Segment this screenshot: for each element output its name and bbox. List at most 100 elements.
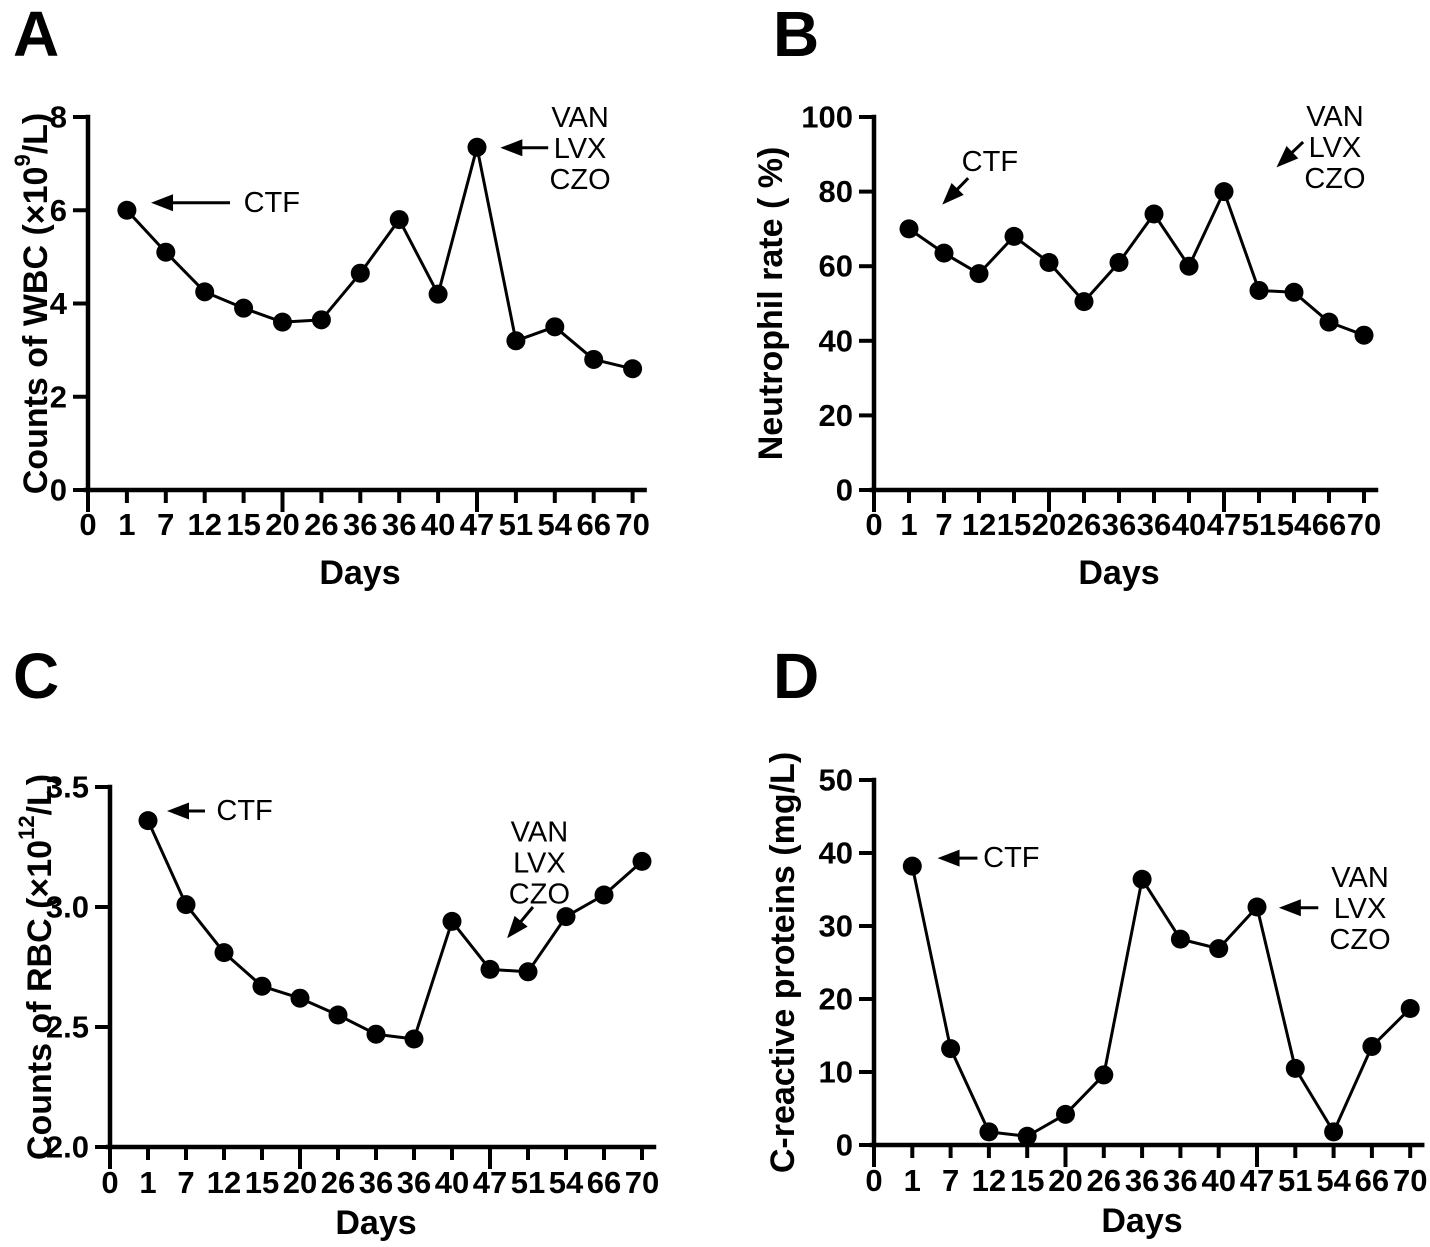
x-tick-label: 36 xyxy=(1137,507,1171,542)
data-point xyxy=(1249,280,1269,300)
x-tick-label: 15 xyxy=(1010,1163,1044,1198)
data-point xyxy=(556,907,576,927)
x-tick-label: 0 xyxy=(101,1165,118,1200)
annotation-ctf-label: CTF xyxy=(244,187,300,219)
annotation-van-lvx-czo-label: LVX xyxy=(1309,132,1362,164)
data-point xyxy=(1285,1058,1305,1078)
data-point xyxy=(252,976,272,996)
annotation-van-lvx-czo-label: LVX xyxy=(513,848,566,880)
data-point xyxy=(506,331,526,351)
data-point xyxy=(941,1039,961,1059)
y-axis-title: Counts of WBC (×109/L) xyxy=(10,113,56,495)
x-tick-label: 66 xyxy=(1355,1163,1389,1198)
x-tick-label: 36 xyxy=(1102,507,1136,542)
x-tick-label: 7 xyxy=(157,507,174,542)
data-point xyxy=(1214,182,1234,202)
data-point xyxy=(594,885,614,905)
x-axis-title: Days xyxy=(1101,1202,1182,1240)
x-tick-label: 40 xyxy=(1172,507,1206,542)
data-point xyxy=(117,200,137,220)
data-point xyxy=(1354,325,1374,345)
y-axis-title: C-reactive proteins (mg/L) xyxy=(764,752,802,1173)
y-tick-label: 100 xyxy=(801,100,853,135)
data-point xyxy=(934,243,954,263)
x-tick-label: 70 xyxy=(1347,507,1381,542)
x-axis-title: Days xyxy=(319,554,400,592)
x-tick-label: 12 xyxy=(207,1165,241,1200)
data-line xyxy=(146,819,643,1041)
annotation-van-lvx-czo-label: CZO xyxy=(549,164,610,196)
y-tick-label: 60 xyxy=(819,249,853,284)
data-point xyxy=(1144,204,1164,224)
y-tick-label: 0 xyxy=(836,473,853,508)
x-tick-label: 47 xyxy=(473,1165,507,1200)
data-point xyxy=(518,962,538,982)
x-tick-label: 7 xyxy=(177,1165,194,1200)
annotation-van-lvx-czo-label: VAN xyxy=(1306,101,1363,133)
panel-c-rbc-chart: C2.02.53.03.50 1 7 12 15 20 26 36 36 40 47 51 54 66 70… xyxy=(13,640,659,1242)
x-tick-label: 15 xyxy=(226,507,260,542)
x-tick-label: 40 xyxy=(1201,1163,1235,1198)
data-point xyxy=(1074,292,1094,312)
y-tick-label: 3.5 xyxy=(46,770,89,805)
x-tick-label: 54 xyxy=(538,507,573,542)
x-tick-label: 47 xyxy=(1240,1163,1274,1198)
y-tick-label: 80 xyxy=(819,174,853,209)
data-point xyxy=(1017,1126,1037,1146)
annotation-arrowhead xyxy=(500,139,523,157)
x-tick-label: 20 xyxy=(265,507,299,542)
data-point xyxy=(428,284,448,304)
data-point xyxy=(1319,312,1339,332)
x-tick-label: 20 xyxy=(283,1165,317,1200)
y-tick-label: 0 xyxy=(836,1128,853,1163)
x-tick-label: 26 xyxy=(321,1165,355,1200)
y-tick-label: 6 xyxy=(50,193,67,228)
y-tick-label: 3.0 xyxy=(46,890,89,925)
data-point xyxy=(1004,226,1024,246)
data-point xyxy=(404,1029,424,1049)
data-point xyxy=(1209,939,1229,959)
data-line xyxy=(908,190,1365,337)
x-tick-label: 54 xyxy=(1316,1163,1351,1198)
annotation-arrowhead xyxy=(1278,899,1301,917)
data-point xyxy=(234,298,254,318)
data-point xyxy=(366,1024,386,1044)
x-tick-label: 15 xyxy=(245,1165,279,1200)
annotation-ctf-label: CTF xyxy=(962,146,1018,178)
x-tick-label: 70 xyxy=(615,507,649,542)
annotation-van-lvx-czo-label: CZO xyxy=(1329,924,1390,956)
x-tick-label: 66 xyxy=(587,1165,621,1200)
data-point xyxy=(1324,1122,1344,1142)
y-tick-label: 40 xyxy=(819,836,853,871)
x-axis-title: Days xyxy=(1078,554,1159,592)
y-tick-label: 20 xyxy=(819,398,853,433)
data-point xyxy=(899,219,919,239)
x-tick-label: 36 xyxy=(359,1165,393,1200)
data-point xyxy=(156,242,176,262)
data-point xyxy=(1400,998,1420,1018)
x-tick-label: 51 xyxy=(499,507,533,542)
data-point xyxy=(902,856,922,876)
x-tick-label: 36 xyxy=(1125,1163,1159,1198)
y-tick-label: 50 xyxy=(819,763,853,798)
y-tick-label: 10 xyxy=(819,1055,853,1090)
x-tick-label: 26 xyxy=(1067,507,1101,542)
data-point xyxy=(979,1122,999,1142)
panel-letter: A xyxy=(13,0,59,70)
data-point xyxy=(584,349,604,369)
data-point xyxy=(389,210,409,230)
x-tick-label: 51 xyxy=(511,1165,545,1200)
data-point xyxy=(214,943,234,963)
x-tick-label: 47 xyxy=(460,507,494,542)
data-point xyxy=(1132,869,1152,889)
annotation-arrowhead xyxy=(167,802,189,820)
panel-letter: B xyxy=(773,0,819,70)
x-tick-label: 36 xyxy=(397,1165,431,1200)
data-point xyxy=(442,911,462,931)
x-tick-label: 1 xyxy=(139,1165,156,1200)
data-point xyxy=(1039,252,1059,272)
y-tick-label: 8 xyxy=(50,100,67,135)
x-tick-label: 36 xyxy=(382,507,416,542)
